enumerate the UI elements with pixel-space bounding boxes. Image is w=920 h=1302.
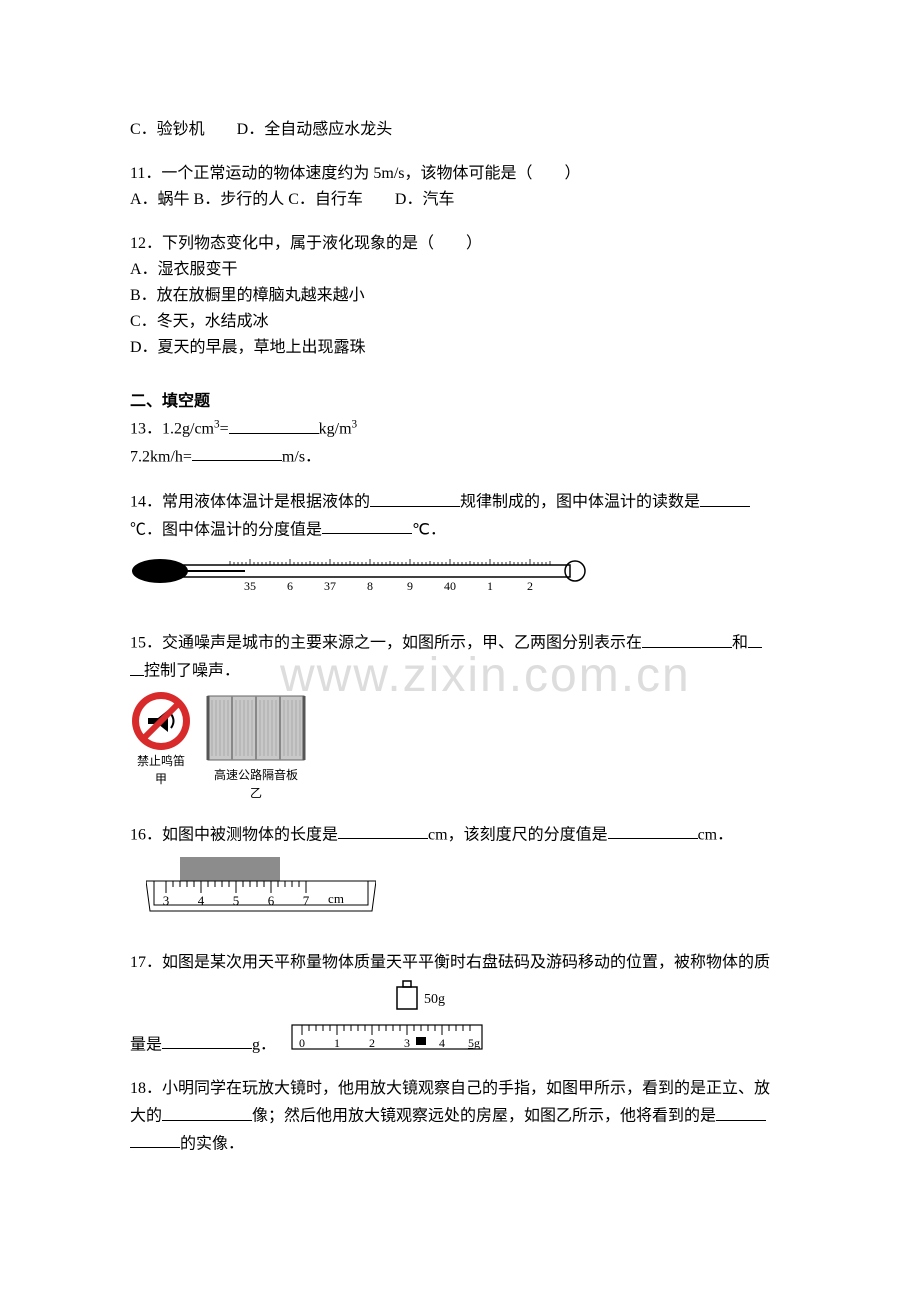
q13-line2: 7.2km/h= m/s． bbox=[130, 444, 790, 470]
q14-blank1 bbox=[370, 489, 460, 507]
q14-blank2 bbox=[700, 489, 750, 507]
q18-line1: 18．小明同学在玩放大镜时，他用放大镜观察自己的手指，如图甲所示，看到的是正立、… bbox=[130, 1077, 790, 1101]
q12-a: A．湿衣服变干 bbox=[130, 258, 790, 282]
ruler-7: 7 bbox=[303, 893, 310, 908]
q18-blank3 bbox=[130, 1131, 180, 1149]
q13-text1: 13．1.2g/cm bbox=[130, 421, 214, 438]
q17-line2: 量是 g． bbox=[130, 1032, 276, 1058]
q15-t3: 控制了噪声． bbox=[144, 663, 240, 680]
no-horn-label: 禁止鸣笛 bbox=[137, 752, 185, 770]
weight-label: 50g bbox=[424, 992, 445, 1007]
no-horn-sign: 禁止鸣笛 甲 bbox=[130, 690, 192, 788]
scale-3: 3 bbox=[404, 1036, 410, 1050]
ruler-6: 6 bbox=[268, 893, 275, 908]
q18-t3: 的实像． bbox=[180, 1135, 244, 1152]
scale-2: 2 bbox=[369, 1036, 375, 1050]
q13-eq: = bbox=[220, 421, 229, 438]
q15-t2: 和 bbox=[732, 635, 748, 652]
balance-image: 50g 0 1 2 3 4 5g bbox=[282, 977, 492, 1057]
q14-blank3 bbox=[322, 517, 412, 535]
thermo-tick-40: 40 bbox=[444, 579, 456, 593]
q13-blank2 bbox=[192, 444, 282, 462]
q15-blank2 bbox=[748, 630, 762, 648]
thermo-tick-6: 6 bbox=[287, 579, 293, 593]
q11-stem: 11．一个正常运动的物体速度约为 5m/s，该物体可能是（ ） bbox=[130, 162, 790, 186]
barrier-label: 高速公路隔音板 bbox=[214, 766, 298, 784]
q13-text4: m/s． bbox=[282, 448, 321, 465]
q17-blank1 bbox=[162, 1032, 252, 1050]
q18-t2a: 大的 bbox=[130, 1108, 162, 1125]
thermometer-image: 35 6 37 8 9 40 1 2 bbox=[130, 548, 590, 594]
q14-line2: ℃．图中体温计的分度值是 ℃． bbox=[130, 517, 790, 543]
q13-line1: 13．1.2g/cm3=kg/m3 bbox=[130, 416, 790, 442]
ruler-5: 5 bbox=[233, 893, 240, 908]
q13-blank1 bbox=[229, 416, 319, 434]
q-previous-options: C．验钞机 D．全自动感应水龙头 bbox=[130, 118, 790, 142]
q12-d: D．夏天的早晨，草地上出现露珠 bbox=[130, 336, 790, 360]
no-horn-caption: 甲 bbox=[155, 770, 167, 788]
q15-images: 禁止鸣笛 甲 高速公路隔音板 乙 bbox=[130, 690, 790, 802]
q18-line3: 的实像． bbox=[130, 1131, 790, 1157]
q12: 12．下列物态变化中，属于液化现象的是（ ） A．湿衣服变干 B．放在放橱里的樟… bbox=[130, 232, 790, 360]
q13-sup2: 3 bbox=[352, 418, 358, 430]
q14-line1: 14．常用液体体温计是根据液体的 规律制成的，图中体温计的读数是 bbox=[130, 489, 790, 515]
q18-blank2 bbox=[716, 1103, 766, 1121]
q17-t2b: g． bbox=[252, 1036, 276, 1053]
q12-c: C．冬天，水结成冰 bbox=[130, 310, 790, 334]
q13-text2: kg/m bbox=[319, 421, 352, 438]
q18-blank1 bbox=[162, 1103, 252, 1121]
section-2-header: 二、填空题 bbox=[130, 390, 790, 414]
scale-0: 0 bbox=[299, 1036, 305, 1050]
thermo-tick-8: 8 bbox=[367, 579, 373, 593]
q14-t1: 14．常用液体体温计是根据液体的 bbox=[130, 494, 370, 511]
q13-text3: 7.2km/h= bbox=[130, 448, 192, 465]
scale-1: 1 bbox=[334, 1036, 340, 1050]
ruler-4: 4 bbox=[198, 893, 205, 908]
q11: 11．一个正常运动的物体速度约为 5m/s，该物体可能是（ ） A．蜗牛 B．步… bbox=[130, 162, 790, 212]
q11-options: A．蜗牛 B．步行的人 C．自行车 D．汽车 bbox=[130, 188, 790, 212]
q16-t1: 16．如图中被测物体的长度是 bbox=[130, 826, 338, 843]
q15-line2: 控制了噪声． bbox=[130, 658, 790, 684]
q16-line1: 16．如图中被测物体的长度是 cm，该刻度尺的分度值是 cm． bbox=[130, 822, 790, 848]
q17-t2a: 量是 bbox=[130, 1036, 162, 1053]
q18-line2: 大的 像；然后他用放大镜观察远处的房屋，如图乙所示，他将看到的是 bbox=[130, 1103, 790, 1129]
thermo-tick-2: 2 bbox=[527, 579, 533, 593]
thermo-tick-9: 9 bbox=[407, 579, 413, 593]
q16-blank1 bbox=[338, 822, 428, 840]
q16-blank2 bbox=[608, 822, 698, 840]
q14-t2: 规律制成的，图中体温计的读数是 bbox=[460, 494, 700, 511]
q15-blank1 bbox=[642, 630, 732, 648]
thermo-tick-37: 37 bbox=[324, 579, 336, 593]
barrier-caption: 乙 bbox=[250, 784, 262, 802]
q14-t4: ℃． bbox=[412, 521, 446, 538]
q12-b: B．放在放橱里的樟脑丸越来越小 bbox=[130, 284, 790, 308]
q12-stem: 12．下列物态变化中，属于液化现象的是（ ） bbox=[130, 232, 790, 256]
scale-5g: 5g bbox=[468, 1036, 480, 1050]
ruler-image: 3 4 5 6 7 cm bbox=[146, 855, 376, 915]
scale-4: 4 bbox=[439, 1036, 445, 1050]
q16-t3: cm． bbox=[698, 826, 734, 843]
q16-t2: cm，该刻度尺的分度值是 bbox=[428, 826, 608, 843]
option-cd: C．验钞机 D．全自动感应水龙头 bbox=[130, 118, 790, 142]
ruler-unit: cm bbox=[328, 891, 344, 906]
sound-barrier: 高速公路隔音板 乙 bbox=[206, 690, 306, 802]
q18-t2b: 像；然后他用放大镜观察远处的房屋，如图乙所示，他将看到的是 bbox=[252, 1108, 716, 1125]
q15-t1: 15．交通噪声是城市的主要来源之一，如图所示，甲、乙两图分别表示在 bbox=[130, 635, 642, 652]
thermo-tick-1: 1 bbox=[487, 579, 493, 593]
thermo-tick-35: 35 bbox=[244, 579, 256, 593]
q17-line1: 17．如图是某次用天平称量物体质量天平平衡时右盘砝码及游码移动的位置，被称物体的… bbox=[130, 951, 790, 975]
q15-line1: 15．交通噪声是城市的主要来源之一，如图所示，甲、乙两图分别表示在 和 bbox=[130, 630, 790, 656]
q14-t3: ℃．图中体温计的分度值是 bbox=[130, 521, 322, 538]
ruler-3: 3 bbox=[163, 893, 170, 908]
q15-blank2b bbox=[130, 658, 144, 676]
